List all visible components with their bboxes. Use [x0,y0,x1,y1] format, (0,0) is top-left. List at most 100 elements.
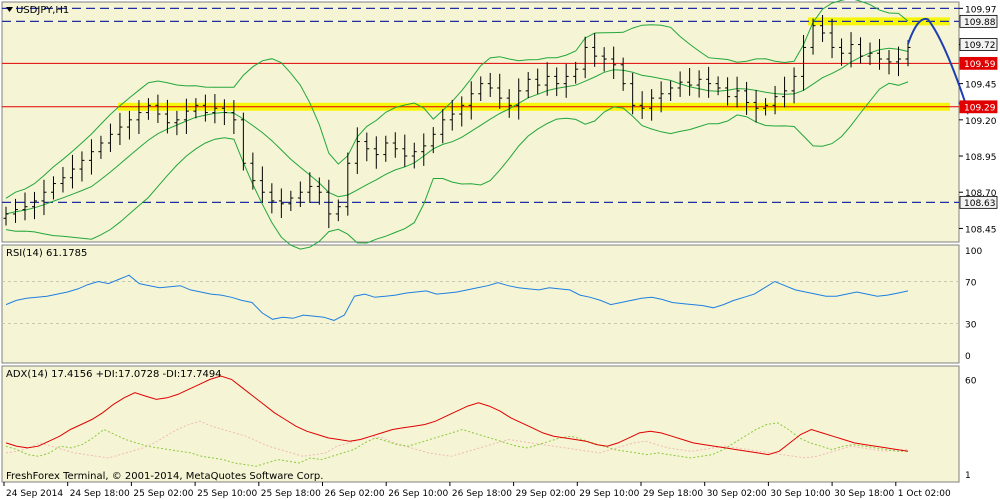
price-bar [117,112,123,146]
price-bar [12,198,18,223]
time-axis-label: 29 Sep 10:00 [579,489,639,499]
price-axis-label: 108.45 [965,225,997,235]
price-bar [630,72,636,115]
price-bar [79,151,85,182]
price-bar [60,167,66,193]
rsi-axis-label: 100 [965,247,982,257]
time-axis-label: 30 Sep 18:00 [834,489,894,499]
price-bar [364,132,370,162]
rsi-axis-label: 70 [965,279,977,289]
price-bar [449,99,455,131]
price-bar [506,89,512,118]
price-axis-label: 109.45 [965,81,997,91]
price-bar [611,46,617,79]
price-bar [791,67,797,104]
price-bar [145,98,151,120]
adx-label: ADX(14) 17.4156 +DI:17.0728 -DI:17.7494 [6,369,222,380]
price-bar [839,38,845,66]
price-bar [136,100,142,135]
price-bar [620,57,626,91]
price-bar [440,109,446,144]
price-bar [563,63,569,98]
price-bar [459,96,465,127]
level-label-box [959,56,998,70]
price-bar [706,66,712,98]
level-label: 109.29 [964,103,996,113]
time-axis-label: 30 Sep 02:00 [707,489,767,499]
time-axis-label: 30 Sep 10:00 [770,489,830,499]
time-axis-label: 26 Sep 02:00 [325,489,385,499]
price-bar [373,136,379,169]
price-bar [107,123,113,152]
price-bar [240,112,246,171]
time-axis-label: 29 Sep 02:00 [516,489,576,499]
time-axis-label: 24 Sep 2014 [6,489,63,499]
adx-panel [1,365,960,483]
adx-layer [5,375,909,467]
price-axis-label: 108.70 [965,189,997,199]
price-bar [288,190,294,212]
rsi-panel [1,244,960,364]
time-axis-label: 25 Sep 18:00 [261,489,321,499]
price-bar [221,99,227,126]
price-bar [829,18,835,59]
price-bar [231,100,237,135]
price-bar [126,110,132,140]
level-label-box [959,38,998,51]
price-bar [677,71,683,97]
price-panel [1,1,960,243]
price-bar [715,76,721,96]
axes-layer: 109.97109.72109.45109.20108.95108.70108.… [3,5,998,499]
price-bar [392,132,398,158]
price-bar [402,134,408,167]
price-bar [896,46,902,77]
symbol-label: USDJPY,H1 [16,5,69,16]
price-bar [259,166,265,203]
price-bar [41,179,47,216]
price-bar [31,191,37,220]
price-bar [345,152,351,216]
price-bar [782,76,788,108]
price-bar [668,80,674,102]
price-bar [22,192,28,221]
price-bar [535,68,541,95]
price-bar [772,85,778,115]
price-bar [316,177,322,205]
plus-di-line [5,422,908,467]
price-bar [516,78,522,120]
rsi-label: RSI(14) 61.1785 [6,248,87,259]
price-bar [601,47,607,72]
price-bar [544,62,550,96]
time-axis-label: 26 Sep 10:00 [388,489,448,499]
level-label: 109.88 [964,18,996,28]
adx-axis-label: 1 [965,471,971,481]
adx-line [5,375,909,456]
level-label: 109.72 [964,41,996,51]
price-axis-label: 109.20 [965,117,997,127]
price-bar [3,206,9,226]
price-bar [297,181,303,207]
price-axis-label: 108.95 [965,153,997,163]
adx-axis-label: 60 [965,376,977,386]
price-bar [307,172,313,203]
price-bar [193,98,199,119]
price-bar [88,139,94,175]
price-bar [155,94,161,124]
price-bar [592,33,598,67]
price-bar [763,98,769,116]
level-label-box [959,195,998,209]
price-bar [98,135,104,159]
price-bar [269,183,275,214]
bollinger-lower [5,81,909,250]
price-layer [2,0,972,250]
price-bar [164,99,170,134]
price-bar [383,135,389,162]
price-bar [573,61,579,84]
forecast-arrow [907,17,969,112]
rsi-axis-label: 30 [965,321,977,331]
symbol-dropdown-icon[interactable] [6,7,13,12]
rsi-layer [2,274,959,324]
price-bar [335,199,341,222]
price-bar [478,76,484,102]
